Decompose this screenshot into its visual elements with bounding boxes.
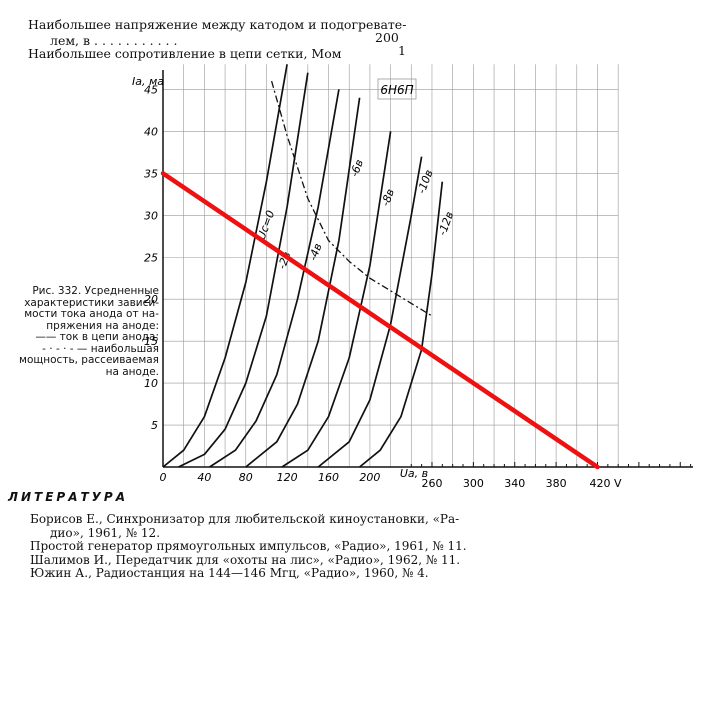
x-tick-label: 260 bbox=[421, 477, 442, 490]
y-tick-label: 40 bbox=[144, 125, 158, 138]
x-tick-label: 420 V bbox=[589, 477, 621, 490]
curve-label: -2в bbox=[275, 250, 293, 271]
literature-heading: ЛИТЕРАТУРА bbox=[8, 490, 128, 504]
x-tick-label: 380 bbox=[546, 477, 567, 490]
header-line-1: Наибольшее напряжение между катодом и по… bbox=[28, 17, 407, 32]
x-tick-label: 80 bbox=[239, 471, 253, 484]
y-tick-label: 30 bbox=[144, 209, 158, 222]
plate-curve-minus6 bbox=[245, 97, 361, 468]
caption-line: Рис. 332. Усредненные bbox=[32, 285, 159, 297]
caption-line: —— ток в цепи анода; bbox=[35, 331, 159, 343]
caption-line: на аноде. bbox=[105, 365, 159, 378]
plate-curve-minus4 bbox=[209, 89, 340, 468]
reference-item: Простой генератор прямоугольных импульсо… bbox=[30, 539, 467, 553]
y-tick-label: 35 bbox=[144, 167, 158, 180]
x-tick-label: 120 bbox=[277, 471, 298, 484]
x-tick-label: 340 bbox=[504, 477, 525, 490]
plate-curve-minus12 bbox=[359, 181, 444, 468]
caption-line: характеристики зависи- bbox=[24, 296, 159, 309]
axes: 6Н6П Ia, ма Ua, в bbox=[132, 70, 693, 480]
x-tick-label: 160 bbox=[318, 471, 339, 484]
plate-curves bbox=[162, 64, 444, 468]
figure-caption: Рис. 332. Усредненные характеристики зав… bbox=[6, 285, 159, 378]
plate-curve-uc0 bbox=[162, 64, 288, 468]
header-line-3: Наибольшее сопротивление в цепи сетки, М… bbox=[28, 46, 342, 61]
caption-line: мощность, рассеиваемая bbox=[19, 354, 159, 366]
max-power-curve-line bbox=[270, 80, 433, 317]
curve-label: -6в bbox=[348, 158, 366, 179]
tick-labels: 5 10 15 20 25 30 35 40 45 0 40 80 120 160 200 260 300 340… bbox=[144, 83, 692, 490]
load-line-segment bbox=[160, 171, 600, 470]
curve-label: -8в bbox=[379, 187, 397, 208]
plate-curve-minus8 bbox=[281, 131, 392, 468]
x-tick-label: 0 bbox=[160, 471, 167, 484]
y-tick-label: 45 bbox=[144, 83, 158, 96]
y-tick-label: 5 bbox=[151, 419, 158, 432]
reference-item: дио», 1961, № 12. bbox=[50, 526, 161, 540]
reference-item: Борисов Е., Синхронизатор для любительск… bbox=[30, 512, 460, 526]
header-line-3-value: 1 bbox=[398, 43, 406, 58]
plate-curve-minus10 bbox=[317, 156, 423, 468]
tube-label: 6Н6П bbox=[380, 83, 413, 97]
plate-curve-minus2 bbox=[178, 72, 309, 468]
y-tick-label: 25 bbox=[144, 251, 158, 264]
y-tick-label: 20 bbox=[144, 293, 158, 306]
y-tick-label: 10 bbox=[144, 377, 158, 390]
tube-label-box bbox=[377, 78, 417, 100]
caption-line: мости тока анода от на- bbox=[24, 308, 159, 320]
load-line bbox=[160, 171, 600, 470]
y-tick-label: 15 bbox=[144, 335, 158, 348]
y-axis-label: Ia, ма bbox=[132, 75, 164, 88]
reference-item: Шалимов И., Передатчик для «охоты на лис… bbox=[30, 553, 461, 567]
header-line-2-value: 200 bbox=[375, 30, 399, 45]
reference-item: Южин А., Радиостанция на 144—146 Мгц, «Р… bbox=[30, 566, 429, 580]
caption-line: - · - · - — наибольшая bbox=[42, 342, 159, 355]
curve-label: -4в bbox=[306, 242, 324, 263]
x-tick-label: 300 bbox=[463, 477, 484, 490]
x-axis-label: Ua, в bbox=[400, 467, 428, 480]
max-power-curve bbox=[270, 80, 433, 317]
x-tick-label: 200 bbox=[359, 471, 380, 484]
grid bbox=[163, 64, 619, 467]
caption-line: пряжения на аноде: bbox=[46, 319, 159, 332]
x-tick-label: 40 bbox=[197, 471, 211, 484]
header-line-2: лем, в . . . . . . . . . . . bbox=[50, 33, 178, 48]
